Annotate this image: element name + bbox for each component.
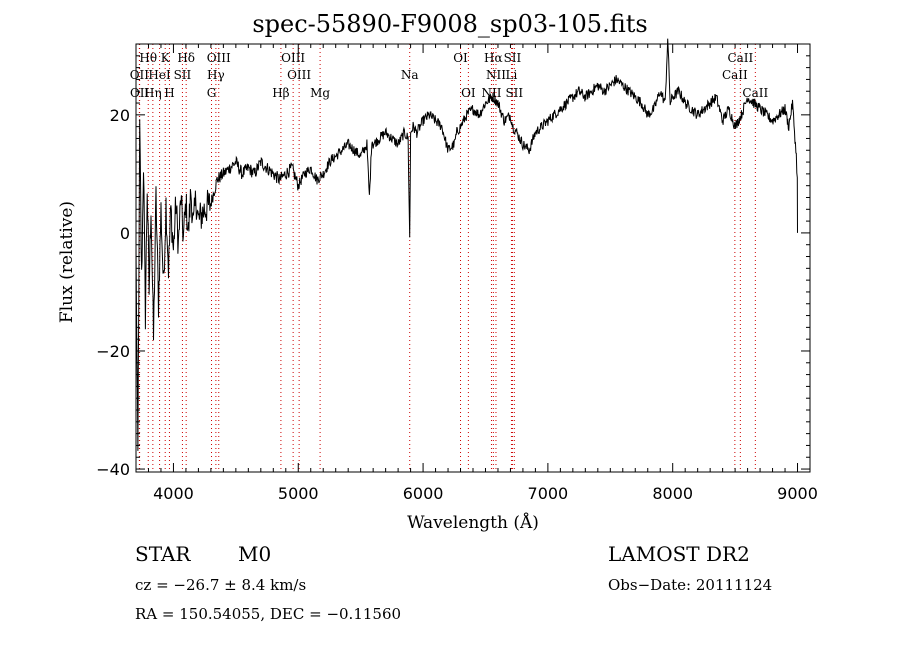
line-label: H (164, 86, 174, 100)
line-label: OI (453, 51, 468, 65)
line-label: G (207, 86, 217, 100)
x-tick-label: 7000 (528, 484, 569, 503)
line-label: SII (504, 51, 522, 65)
line-label: Hγ (207, 68, 225, 82)
survey-name: LAMOST DR2 (608, 542, 750, 566)
line-label: Hθ (139, 51, 157, 65)
x-tick-label: 9000 (777, 484, 818, 503)
y-axis-title: Flux (relative) (57, 201, 77, 323)
line-label: NII (486, 68, 506, 82)
x-tick-label: 5000 (278, 484, 319, 503)
line-label: HeI (148, 68, 171, 82)
object-subclass: M0 (238, 542, 272, 566)
line-label: OI (461, 86, 476, 100)
line-label: Li (506, 68, 518, 82)
y-tick-label: 0 (120, 224, 130, 243)
line-label: Hδ (177, 51, 195, 65)
axes: 4000 5000 6000 7000 8000 9000 −40 −20 0 20 Wavelen… (57, 43, 818, 533)
line-label: Hβ (272, 86, 289, 100)
line-label: CaII (742, 86, 768, 100)
line-label: SII (505, 86, 523, 100)
x-tick-label: 8000 (652, 484, 693, 503)
object-class: STAR (135, 542, 191, 566)
x-tick-label: 4000 (153, 484, 194, 503)
y-tick-label: −40 (96, 460, 130, 479)
y-tick-label: 20 (110, 106, 130, 125)
line-label: SII (174, 68, 192, 82)
line-label: CaII (727, 51, 753, 65)
spectrum-line (135, 38, 798, 451)
redshift-cz: cz = −26.7 ± 8.4 km/s (135, 576, 307, 594)
line-label: K (161, 51, 171, 65)
line-label: OIII (281, 51, 305, 65)
line-label: Hα (484, 51, 503, 65)
emission-line-markers (138, 44, 756, 472)
line-label: NII (481, 86, 501, 100)
ra-dec: RA = 150.54055, DEC = −0.11560 (135, 605, 402, 623)
line-label: Hη (144, 86, 162, 100)
line-label: Mg (310, 86, 330, 100)
line-label: CaII (722, 68, 748, 82)
spectrum-layer (135, 38, 798, 451)
x-axis-title: Wavelength (Å) (407, 512, 539, 533)
y-tick-label: −20 (96, 342, 130, 361)
line-label: OII (130, 86, 150, 100)
obs-date: Obs−Date: 20111124 (608, 576, 773, 594)
x-tick-label: 6000 (403, 484, 444, 503)
line-label: Na (401, 68, 419, 82)
chart-title: spec-55890-F9008_sp03-105.fits (252, 10, 648, 38)
line-label: OIII (207, 51, 231, 65)
line-label: OII (130, 68, 150, 82)
line-label: OIII (287, 68, 311, 82)
